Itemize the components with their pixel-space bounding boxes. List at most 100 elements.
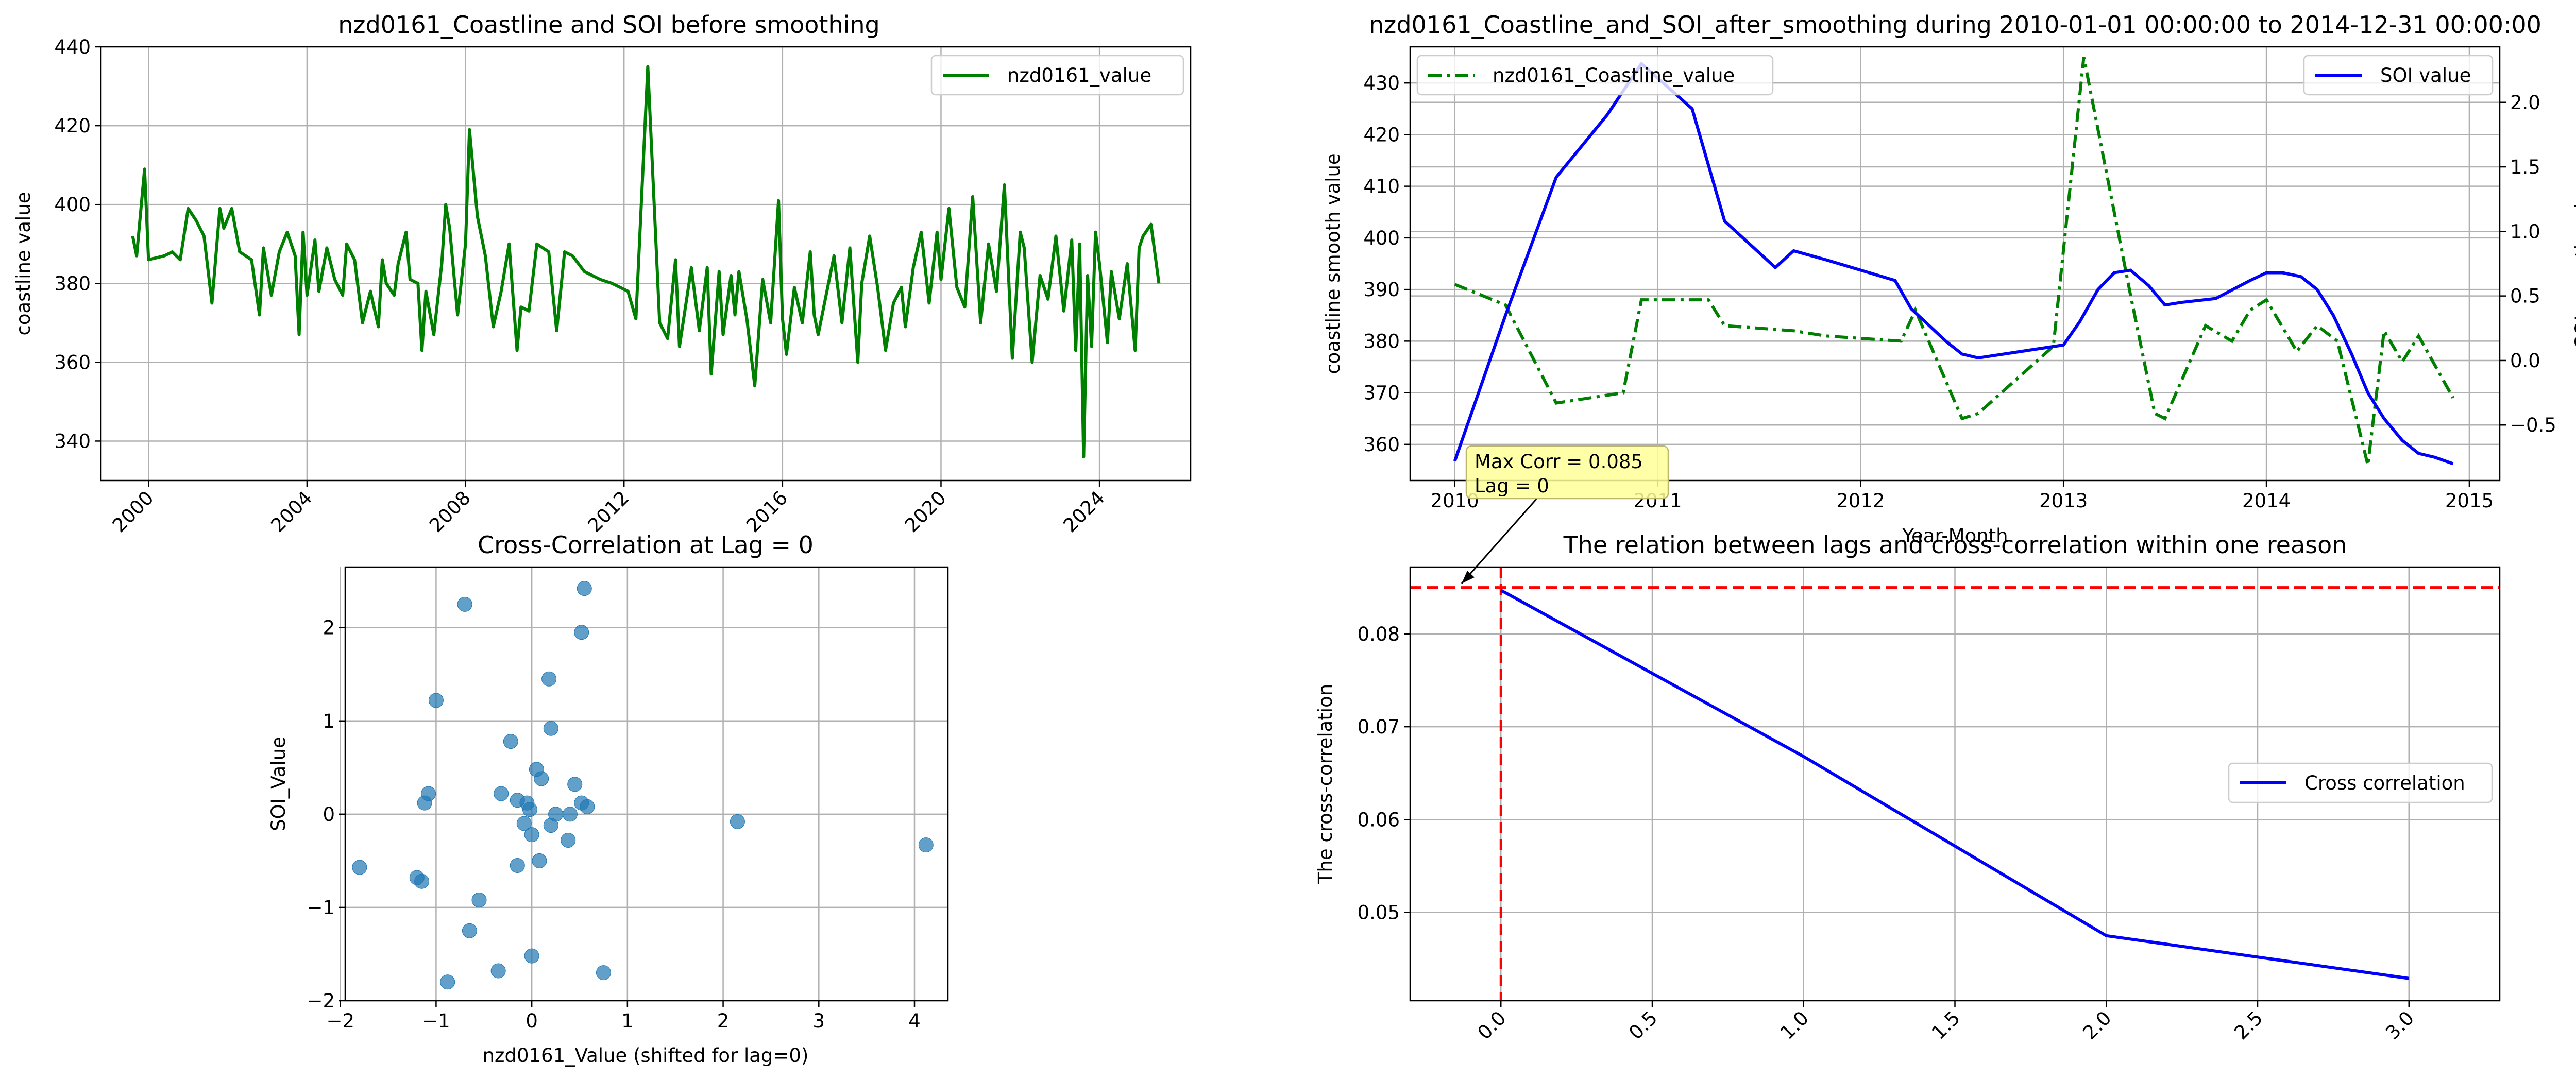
scatter-point: [577, 581, 592, 596]
raw-x-tick-label: 2008: [425, 487, 475, 537]
annotation-text-line1: Max Corr = 0.085: [1475, 451, 1643, 473]
smoothed-x-tick-label: 2012: [1836, 490, 1885, 512]
scatter-x-tick-label: −2: [326, 1010, 354, 1032]
smoothed-x-tick-label: 2014: [2242, 490, 2291, 512]
scatter-point: [562, 807, 578, 822]
scatter-point: [543, 818, 558, 833]
smoothed-y-tick-label: 380: [1363, 330, 1400, 352]
scatter-point: [440, 974, 455, 990]
scatter-point: [524, 827, 539, 843]
raw-x-tick-label: 2020: [901, 487, 951, 537]
scatter-point: [510, 858, 525, 873]
lags-y-tick-label: 0.06: [1358, 809, 1400, 831]
scatter-point: [524, 948, 539, 964]
smoothed-right-axis-label: SOI smooth value: [2571, 180, 2576, 348]
raw-legend: nzd0161_value: [930, 55, 1184, 96]
lags-x-tick-label: 0.0: [1473, 1007, 1511, 1044]
scatter-panel: Cross-Correlation at Lag = 0 −2 −1 0 1 2 3 4 −2…: [267, 531, 949, 1067]
smoothed-right-tick-label: 0.5: [2510, 285, 2540, 307]
raw-x-tick-label: 2024: [1059, 487, 1109, 537]
lags-panel: The relation between lags and cross-corr…: [1314, 445, 2501, 1044]
raw-y-tick-label: 380: [54, 272, 91, 295]
scatter-point: [414, 873, 430, 889]
smoothed-right-tick-label: 0.0: [2510, 350, 2540, 372]
scatter-point: [730, 814, 745, 829]
scatter-x-tick-label: 3: [813, 1010, 825, 1032]
raw-y-axis-label: coastline value: [12, 192, 35, 335]
smoothed-y-tick-label: 430: [1363, 72, 1400, 94]
coastline-smooth-line: [1454, 57, 2455, 466]
smoothed-right-tick-label: 2.0: [2510, 92, 2540, 114]
scatter-point: [543, 721, 558, 736]
scatter-point: [516, 816, 532, 831]
soi-smooth-line: [1453, 62, 2454, 466]
smoothed-y-tick-label: 420: [1363, 124, 1400, 146]
scatter-y-axis-label: SOI_Value: [267, 736, 290, 831]
smoothed-right-tick-label: 1.0: [2510, 220, 2540, 243]
lags-x-tick-label: 2.0: [2079, 1007, 2116, 1044]
smoothed-y-tick-label: 400: [1363, 227, 1400, 249]
annotation-text-line2: Lag = 0: [1475, 475, 1549, 497]
scatter-y-tick-label: 0: [323, 803, 335, 826]
raw-y-tick-label: 440: [54, 36, 91, 58]
lags-chart-title: The relation between lags and cross-corr…: [1563, 531, 2347, 559]
scatter-point: [580, 799, 595, 814]
scatter-x-tick-label: −1: [422, 1010, 450, 1032]
raw-y-tick-label: 340: [54, 430, 91, 452]
lags-x-tick-label: 1.0: [1776, 1007, 1813, 1044]
lags-x-tick-label: 3.0: [2381, 1007, 2418, 1044]
raw-series-line: [131, 65, 1161, 459]
raw-x-tick-label: 2016: [742, 487, 792, 537]
max-corr-annotation: Max Corr = 0.085 Lag = 0: [1461, 445, 1669, 584]
smoothed-x-tick-label: 2013: [2039, 490, 2088, 512]
smoothed-y-tick-label: 370: [1363, 382, 1400, 404]
smoothed-chart-title: nzd0161_Coastline_and_SOI_after_smoothin…: [1369, 11, 2541, 39]
lags-legend: Cross correlation: [2228, 762, 2493, 803]
smoothed-panel: nzd0161_Coastline_and_SOI_after_smoothin…: [1322, 11, 2576, 547]
smoothed-y-axis-label: coastline smooth value: [1322, 153, 1344, 374]
smoothed-x-tick-label: 2015: [2445, 490, 2494, 512]
smoothed-y-tick-label: 390: [1363, 279, 1400, 301]
scatter-point: [918, 837, 934, 853]
coastline-legend: nzd0161_Coastline_value: [1416, 55, 1774, 96]
raw-chart-title: nzd0161_Coastline and SOI before smoothi…: [338, 11, 879, 39]
annotation-box: [1465, 445, 1669, 500]
scatter-chart-title: Cross-Correlation at Lag = 0: [478, 531, 814, 559]
coastline-legend-label: nzd0161_Coastline_value: [1493, 64, 1735, 87]
smoothed-plot-frame: [1409, 46, 2501, 482]
scatter-plot-frame: [344, 566, 949, 1002]
scatter-point: [574, 625, 589, 640]
scatter-y-tick-label: 2: [323, 617, 335, 639]
lags-legend-label: Cross correlation: [2304, 772, 2465, 794]
raw-y-tick-label: 420: [54, 115, 91, 137]
raw-legend-label: nzd0161_value: [1007, 64, 1151, 87]
lags-x-tick-label: 1.5: [1927, 1007, 1964, 1044]
scatter-x-tick-label: 1: [621, 1010, 634, 1032]
scatter-point: [532, 853, 547, 868]
annotation-arrow: [1461, 498, 1538, 584]
raw-y-tick-label: 400: [54, 194, 91, 216]
scatter-y-tick-label: −1: [307, 897, 335, 919]
scatter-x-axis-label: nzd0161_Value (shifted for lag=0): [483, 1044, 809, 1067]
lags-x-tick-label: 2.5: [2230, 1007, 2267, 1044]
scatter-point: [471, 892, 487, 907]
scatter-point: [490, 963, 506, 979]
lags-y-axis-label: The cross-correlation: [1314, 684, 1336, 884]
smoothed-y-tick-label: 410: [1363, 176, 1400, 198]
smoothed-x-axis-label: Year-Month: [1902, 525, 2008, 547]
scatter-point: [417, 795, 432, 811]
lags-y-tick-label: 0.05: [1358, 902, 1400, 924]
scatter-x-tick-label: 0: [526, 1010, 538, 1032]
lags-y-tick-label: 0.08: [1358, 623, 1400, 645]
scatter-point: [596, 965, 611, 981]
scatter-x-tick-label: 4: [908, 1010, 921, 1032]
smoothed-y-tick-label: 360: [1363, 434, 1400, 456]
scatter-point: [503, 734, 518, 749]
scatter-point: [352, 860, 367, 875]
soi-legend-label: SOI value: [2380, 64, 2471, 87]
scatter-point: [561, 833, 576, 848]
cross-correlation-line: [1500, 589, 2410, 980]
scatter-point: [462, 923, 477, 938]
lags-y-tick-label: 0.07: [1358, 716, 1400, 738]
